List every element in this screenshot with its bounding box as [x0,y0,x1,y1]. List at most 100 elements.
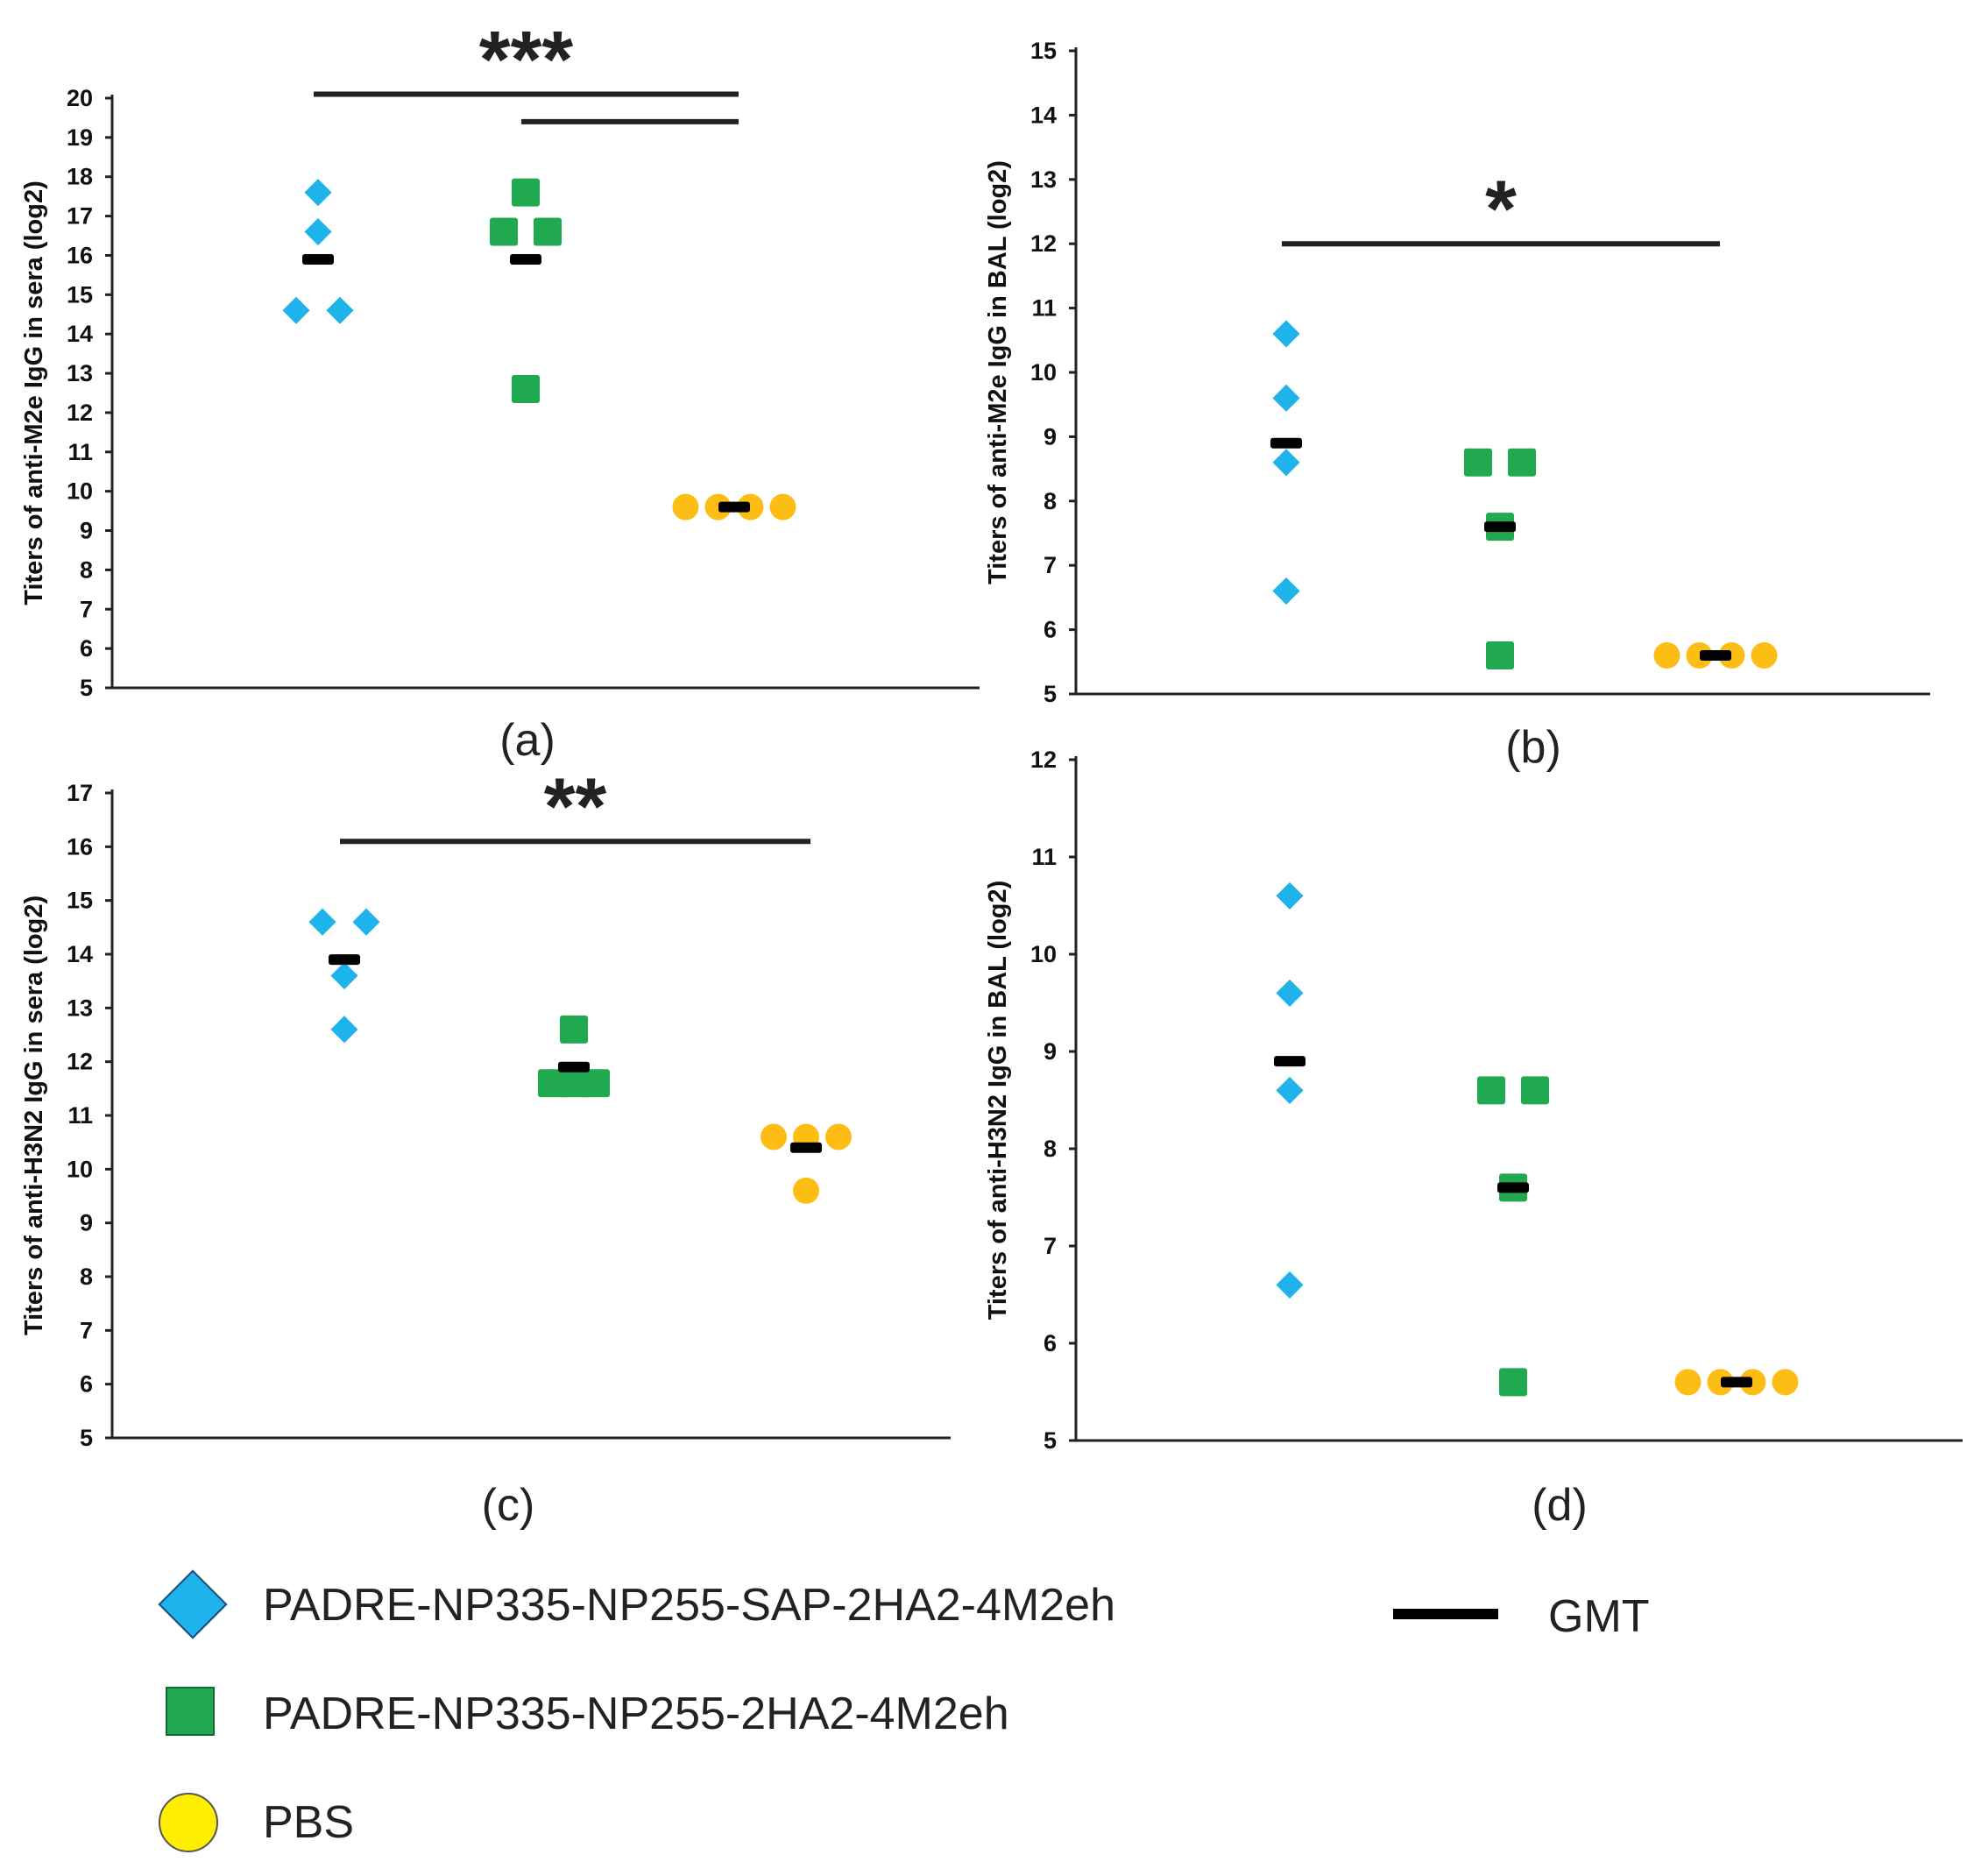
y-tick-label: 5 [80,675,93,701]
y-tick-label: 13 [67,360,93,386]
legend-label-series3: PBS [263,1797,354,1848]
data-point-square [1477,1076,1505,1105]
data-point-circle [737,493,764,520]
panel-caption: (d) [1532,1480,1588,1531]
y-tick-label: 8 [1044,1136,1057,1162]
panel-caption: (a) [499,715,555,766]
y-tick-label: 7 [1044,552,1057,578]
data-point-diamond [1276,1076,1304,1104]
data-point-circle [1653,641,1680,669]
y-tick-label: 18 [67,164,93,190]
data-point-diamond [1276,1271,1304,1299]
y-axis-label: Titers of anti-H3N2 IgG in BAL (log2) [984,881,1012,1320]
data-point-circle [1707,1369,1734,1396]
data-point-diamond [326,296,354,324]
panel-c: 5 6 7 8 9 10 11 12 13 14 15 16 17 Titers of anti-H3N2… [20,762,951,1531]
y-tick-label: 20 [67,85,93,111]
gmt-marker [718,501,750,513]
y-tick-label: 6 [80,635,93,662]
data-point-diamond [1272,577,1300,605]
data-point-square [538,1069,566,1098]
data-point-circle [825,1123,852,1150]
y-tick-label: 15 [67,281,93,308]
y-tick-label: 12 [67,1049,93,1075]
y-tick-label: 7 [80,596,93,622]
data-point-square [512,178,540,207]
y-tick-label: 17 [67,780,93,806]
data-point-diamond [1272,320,1300,348]
y-axis-label: Titers of anti-M2e IgG in BAL (log2) [984,160,1012,584]
gmt-marker [510,253,541,265]
data-point-diamond [308,908,336,936]
legend: PADRE-NP335-NP255-SAP-2HA2-4M2eh PADRE-N… [158,1569,1650,1852]
data-point-diamond [352,908,380,936]
panel-caption: (b) [1505,722,1561,773]
data-point-square [1521,1076,1549,1105]
data-point-circle [672,493,699,520]
data-point-diamond [1272,449,1300,477]
y-tick-label: 9 [1044,423,1057,450]
y-tick-label: 10 [67,478,93,505]
data-point-circle [769,493,796,520]
y-tick-label: 19 [67,124,93,151]
data-point-square [1464,448,1492,477]
data-point-diamond [330,961,358,990]
y-tick-label: 8 [80,556,93,583]
data-point-diamond [330,1016,358,1044]
y-tick-label: 8 [80,1264,93,1290]
y-axis-label: Titers of anti-H3N2 IgG in sera (log2) [20,896,48,1335]
legend-label-series1: PADRE-NP335-NP255-SAP-2HA2-4M2eh [263,1580,1115,1631]
data-point-circle [704,493,732,520]
y-tick-label: 9 [1044,1038,1057,1065]
y-tick-label: 13 [1030,166,1057,193]
data-point-square [560,1069,588,1098]
gmt-marker [558,1061,590,1073]
y-tick-label: 13 [67,995,93,1021]
y-tick-label: 5 [80,1425,93,1451]
significance-stars: ** [544,762,607,852]
y-tick-label: 11 [1031,844,1057,870]
y-tick-label: 6 [80,1371,93,1398]
data-point-square [490,217,518,246]
y-tick-label: 9 [80,1210,93,1236]
data-point-diamond [282,296,310,324]
gmt-marker [790,1142,822,1153]
y-tick-label: 15 [1030,38,1057,64]
significance-stars: * [1485,165,1517,254]
y-tick-label: 10 [1030,359,1057,386]
y-tick-label: 11 [67,439,93,465]
y-tick-label: 8 [1044,488,1057,514]
y-tick-label: 12 [1030,747,1057,773]
gmt-marker [302,253,334,265]
gmt-marker [1274,1056,1305,1067]
y-tick-label: 5 [1044,681,1057,707]
y-tick-label: 11 [1031,295,1057,322]
y-tick-label: 16 [67,242,93,268]
data-point-diamond [1272,384,1300,412]
gmt-marker [1270,437,1302,449]
data-point-circle [1686,641,1713,669]
data-point-circle [1772,1369,1799,1396]
gmt-marker [1721,1377,1752,1388]
data-point-circle [1751,641,1778,669]
gmt-marker [1497,1182,1529,1193]
legend-label-gmt: GMT [1548,1591,1650,1642]
data-point-square [582,1069,610,1098]
data-point-diamond [1276,979,1304,1007]
legend-diamond-icon [158,1569,228,1639]
data-point-square [1499,1368,1527,1397]
y-tick-label: 17 [67,203,93,230]
y-tick-label: 14 [67,321,93,347]
y-tick-label: 7 [80,1317,93,1343]
panel-b: 5 6 7 8 9 10 11 12 13 14 15 Titers of anti-M2e IgG … [984,38,1930,773]
y-tick-label: 6 [1044,617,1057,643]
y-tick-label: 9 [80,518,93,544]
significance-stars: *** [479,16,574,105]
y-tick-label: 15 [67,888,93,914]
data-point-circle [793,1177,819,1204]
gmt-marker [329,954,360,966]
legend-circle-icon [159,1793,218,1852]
y-tick-label: 5 [1044,1427,1057,1454]
data-point-square [1486,641,1514,669]
